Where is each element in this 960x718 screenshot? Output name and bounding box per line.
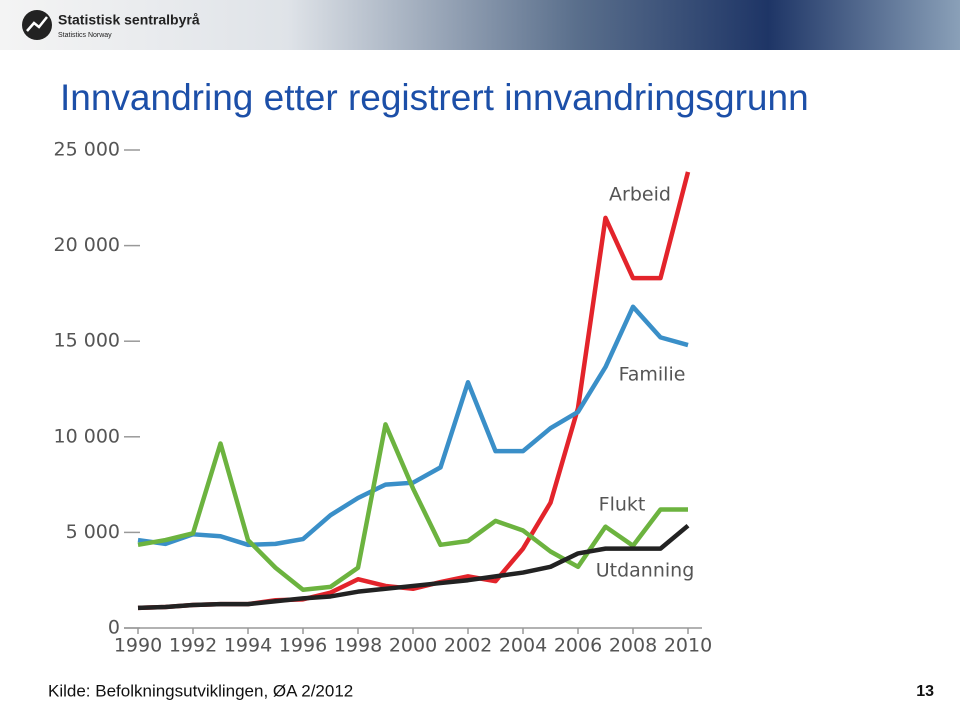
page-number: 13	[916, 683, 934, 700]
x-tick-label: 1990	[114, 635, 162, 657]
series-label: Arbeid	[609, 184, 671, 206]
x-tick-label: 2010	[664, 635, 712, 657]
y-tick-label: 15 000	[54, 330, 120, 352]
x-tick-label: 2002	[444, 635, 492, 657]
series-line	[137, 422, 688, 593]
x-tick-label: 2008	[609, 635, 657, 657]
x-tick-label: 2006	[554, 635, 602, 657]
y-tick-label: 20 000	[54, 234, 120, 256]
series-line	[137, 304, 689, 548]
source-note: Kilde: Befolkningsutviklingen, ØA 2/2012	[48, 681, 353, 700]
series-line	[137, 523, 690, 611]
x-tick-label: 1992	[169, 635, 217, 657]
series-label: Familie	[619, 364, 686, 386]
y-tick-label: 10 000	[54, 425, 120, 447]
logo-subtext: Statistics Norway	[58, 32, 112, 39]
y-tick-label: 5 000	[66, 521, 120, 543]
series-label: Flukt	[599, 494, 646, 516]
slide-title: Innvandring etter registrert innvandring…	[60, 77, 809, 118]
logo-text: Statistisk sentralbyrå	[58, 12, 200, 28]
x-tick-label: 2000	[389, 635, 437, 657]
x-tick-label: 1996	[279, 635, 327, 657]
series-label: Utdanning	[596, 560, 695, 582]
logo-icon-line	[26, 16, 48, 32]
y-tick-label: 0	[108, 617, 120, 639]
x-tick-label: 1998	[334, 635, 382, 657]
y-tick-label: 25 000	[54, 139, 120, 161]
chart-area	[48, 135, 716, 661]
x-tick-label: 1994	[224, 635, 272, 657]
header-banner	[0, 0, 960, 50]
x-tick-label: 2004	[499, 635, 547, 657]
